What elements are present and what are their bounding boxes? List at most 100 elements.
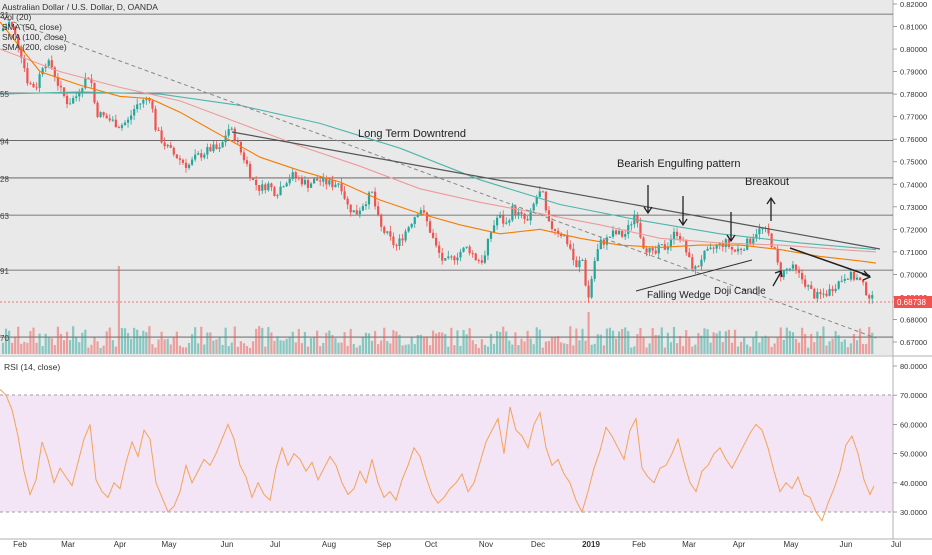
indicator-sma50[interactable]: SMA (50, close) — [2, 22, 62, 32]
volume-bar — [227, 346, 230, 354]
volume-bar — [111, 340, 114, 354]
volume-bar — [151, 344, 154, 354]
time-tick-label: Jul — [891, 540, 901, 549]
candle-body — [44, 65, 47, 69]
candle-body — [740, 248, 743, 250]
volume-bar — [187, 342, 191, 354]
candle-body — [392, 236, 395, 246]
candle-body — [706, 248, 709, 251]
time-tick-label: Apr — [114, 540, 127, 549]
rsi-axis[interactable]: 80.0000 70.0000 60.0000 50.0000 40.0000 30.00… — [893, 362, 927, 517]
candle-body — [599, 239, 602, 250]
volume-bar — [120, 328, 124, 354]
volume-bar — [303, 331, 307, 354]
volume-bar — [474, 344, 477, 354]
candle-body — [691, 257, 694, 269]
volume-bar — [581, 328, 584, 354]
candle-body — [575, 260, 578, 268]
candle-body — [11, 22, 14, 27]
volume-bar — [791, 332, 795, 354]
candle-body — [267, 183, 270, 191]
candle-body — [660, 244, 663, 246]
candle-body — [822, 293, 825, 295]
volume-bar — [334, 338, 337, 354]
volume-bar — [444, 333, 447, 354]
candle-body — [230, 128, 233, 130]
candle-body — [181, 159, 185, 163]
volume-bar — [468, 328, 471, 354]
candle-body — [53, 67, 56, 78]
candle-body — [370, 191, 374, 193]
volume-bar — [157, 339, 160, 354]
candle-body — [502, 215, 505, 224]
indicator-sma100[interactable]: SMA (100, close) — [2, 32, 67, 42]
annotation-bearish: Bearish Engulfing pattern — [617, 158, 741, 170]
candle-body — [770, 233, 773, 248]
price-axis[interactable]: 0.82000 0.81000 0.80000 0.79000 0.78000 0.770… — [893, 0, 927, 347]
time-axis[interactable]: Feb Mar Apr May Jun Jul Aug Sep Oct Nov Dec 2019 Feb… — [13, 540, 901, 549]
candle-body — [178, 158, 181, 160]
candle-body — [413, 217, 416, 224]
candle-body — [633, 215, 636, 225]
candle-body — [474, 253, 477, 261]
volume-bar — [218, 336, 221, 354]
volume-bar — [221, 344, 224, 354]
volume-bar — [666, 332, 669, 354]
volume-bar — [319, 346, 322, 354]
volume-bar — [11, 342, 14, 354]
volume-bar — [779, 327, 782, 354]
rsi-indicator-label[interactable]: RSI (14, close) — [4, 362, 61, 372]
candle-body — [550, 221, 554, 229]
volume-bar — [855, 340, 859, 354]
symbol-title: Australian Dollar / U.S. Dollar, D, OAND… — [2, 2, 158, 12]
volume-bar — [276, 336, 279, 354]
volume-bar — [401, 345, 404, 354]
volume-bar — [413, 344, 416, 354]
candle-body — [425, 212, 429, 222]
indicator-sma200[interactable]: SMA (200, close) — [2, 42, 67, 52]
candle-body — [810, 285, 813, 289]
candle-body — [785, 268, 788, 271]
downtrend-resistance-line[interactable] — [231, 131, 881, 250]
candle-body — [462, 247, 465, 252]
volume-bar — [288, 336, 291, 354]
volume-bar — [389, 343, 392, 354]
trend-drawings[interactable]: Long Term Downtrend Bearish Engulfing pa… — [0, 16, 881, 339]
volume-bar — [788, 330, 791, 354]
candle-body — [858, 277, 862, 281]
volume-bar — [59, 333, 63, 354]
volume-bar — [511, 344, 514, 354]
volume-bar — [81, 332, 84, 354]
volume-bar — [593, 343, 596, 354]
volume-bar — [819, 336, 822, 354]
price-tick-label: 0.74000 — [900, 180, 927, 189]
level-label: 94 — [0, 138, 9, 147]
candle-body — [862, 280, 865, 283]
candle-body — [776, 248, 779, 263]
candle-body — [377, 206, 380, 216]
volume-bar — [849, 343, 852, 354]
candle-body — [300, 178, 303, 185]
candlesticks — [1, 19, 874, 304]
falling-wedge-line[interactable] — [635, 259, 753, 292]
volume-bar — [47, 337, 50, 354]
candle-body — [679, 235, 682, 240]
candle-body — [62, 87, 66, 96]
breakout-trendline[interactable] — [789, 247, 871, 277]
candle-body — [456, 257, 459, 261]
candle-body — [572, 248, 575, 261]
volume-bar — [865, 344, 868, 354]
candle-body — [130, 115, 133, 120]
indicator-volume[interactable]: Vol (20) — [2, 12, 32, 22]
candle-body — [151, 100, 154, 109]
level-label: 55 — [0, 90, 9, 99]
volume-bar — [41, 346, 44, 354]
candle-body — [139, 103, 142, 105]
volume-bar — [175, 331, 178, 354]
long-term-trendline[interactable] — [0, 16, 877, 339]
candle-body — [117, 127, 120, 129]
candle-body — [105, 115, 108, 119]
volume-bar — [255, 328, 258, 354]
candle-body — [416, 214, 419, 218]
volume-bar — [270, 332, 273, 354]
